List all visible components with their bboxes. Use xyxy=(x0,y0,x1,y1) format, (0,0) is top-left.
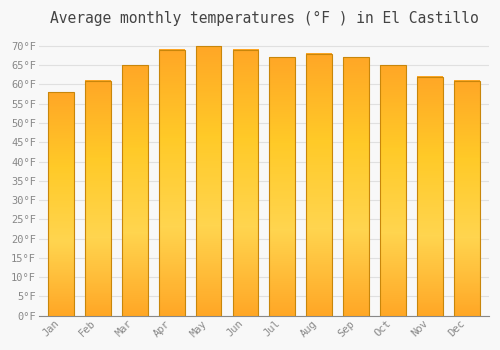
Title: Average monthly temperatures (°F ) in El Castillo: Average monthly temperatures (°F ) in El… xyxy=(50,11,478,26)
Bar xyxy=(417,77,443,316)
Bar xyxy=(48,92,74,316)
Bar xyxy=(159,50,184,316)
Bar xyxy=(122,65,148,316)
Bar xyxy=(454,80,479,316)
Bar xyxy=(232,50,258,316)
Bar xyxy=(270,57,295,316)
Bar xyxy=(380,65,406,316)
Bar xyxy=(85,80,111,316)
Bar xyxy=(306,54,332,316)
Bar xyxy=(343,57,369,316)
Bar xyxy=(196,46,222,316)
